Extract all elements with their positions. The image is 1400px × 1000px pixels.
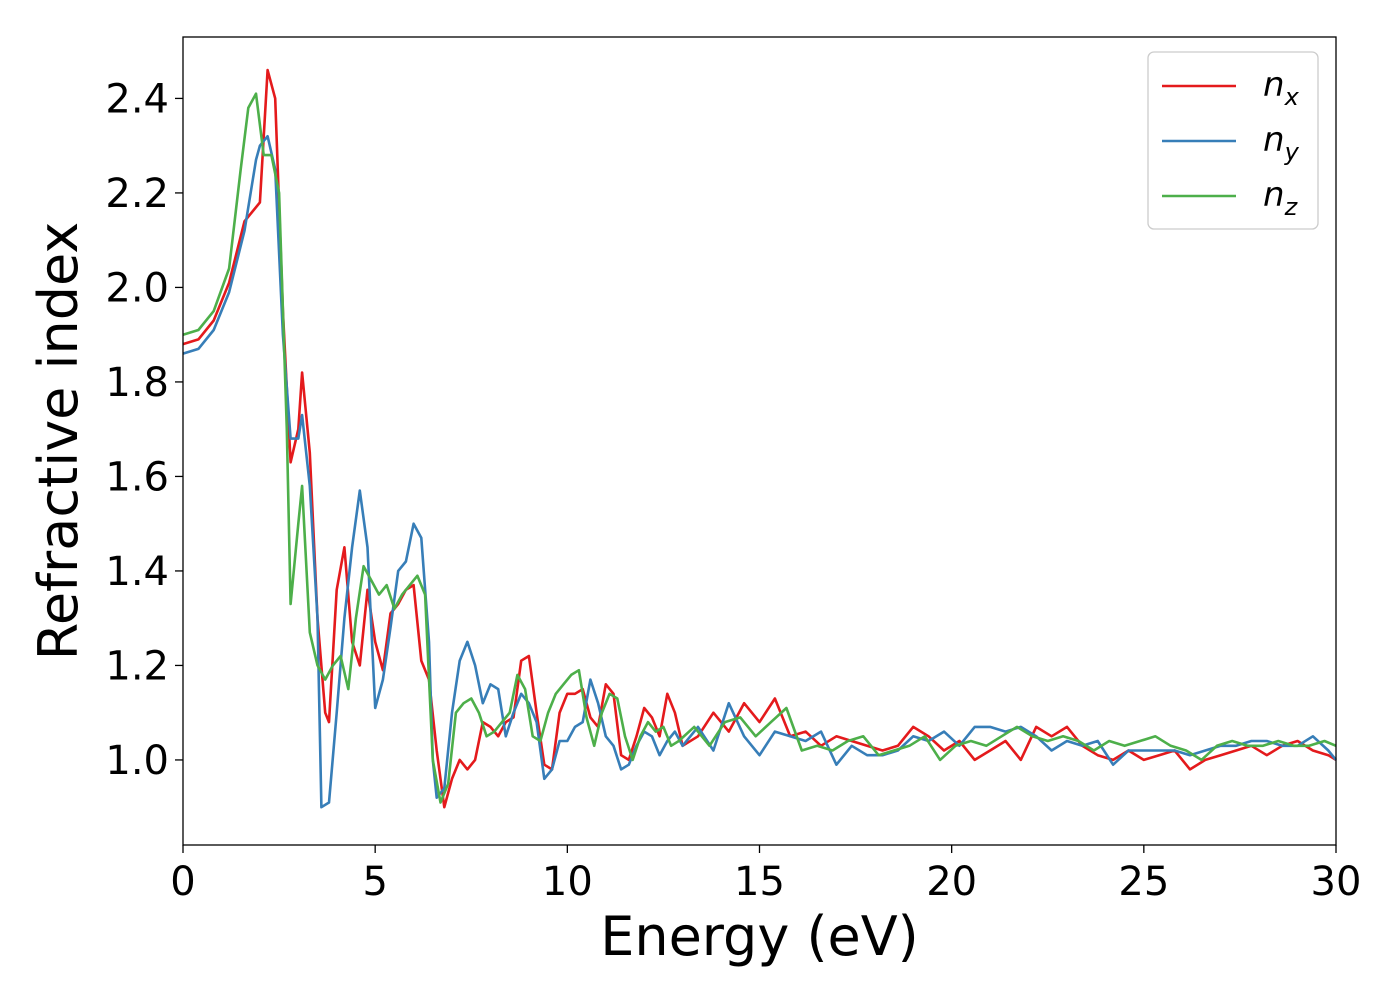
y-axis-ticks: 1.0 1.2 1.4 1.6 1.8 2.0 2.2 2.4: [105, 76, 183, 784]
legend-label-y: ny: [1263, 120, 1300, 166]
x-tick-label: 25: [1118, 859, 1169, 905]
legend-label-z: nz: [1263, 175, 1299, 221]
x-tick-label: 10: [542, 859, 593, 905]
series-line-z: [182, 92, 1337, 804]
series-line-y: [182, 134, 1338, 809]
y-tick-label: 1.4: [105, 549, 169, 595]
x-axis-ticks: 0 5 10 15 20 25 30: [170, 845, 1361, 905]
x-tick-label: 0: [170, 859, 195, 905]
y-tick-label: 1.2: [105, 643, 169, 689]
y-tick-label: 2.4: [105, 76, 169, 122]
x-tick-label: 30: [1311, 859, 1362, 905]
y-tick-label: 2.0: [105, 265, 169, 311]
x-tick-label: 20: [926, 859, 977, 905]
y-tick-label: 1.6: [105, 454, 169, 500]
legend: nx ny nz: [1147, 51, 1319, 230]
y-axis-title: Refractive index: [27, 222, 90, 661]
y-tick-label: 1.0: [105, 738, 169, 784]
x-tick-label: 15: [734, 859, 785, 905]
x-tick-label: 5: [362, 859, 387, 905]
y-tick-label: 1.8: [105, 360, 169, 406]
legend-label-x: nx: [1263, 65, 1300, 111]
y-tick-label: 2.2: [105, 171, 169, 217]
legend-items: nx ny nz: [1162, 65, 1300, 221]
x-axis-title: Energy (eV): [600, 905, 919, 968]
series-layer: [182, 68, 1338, 809]
